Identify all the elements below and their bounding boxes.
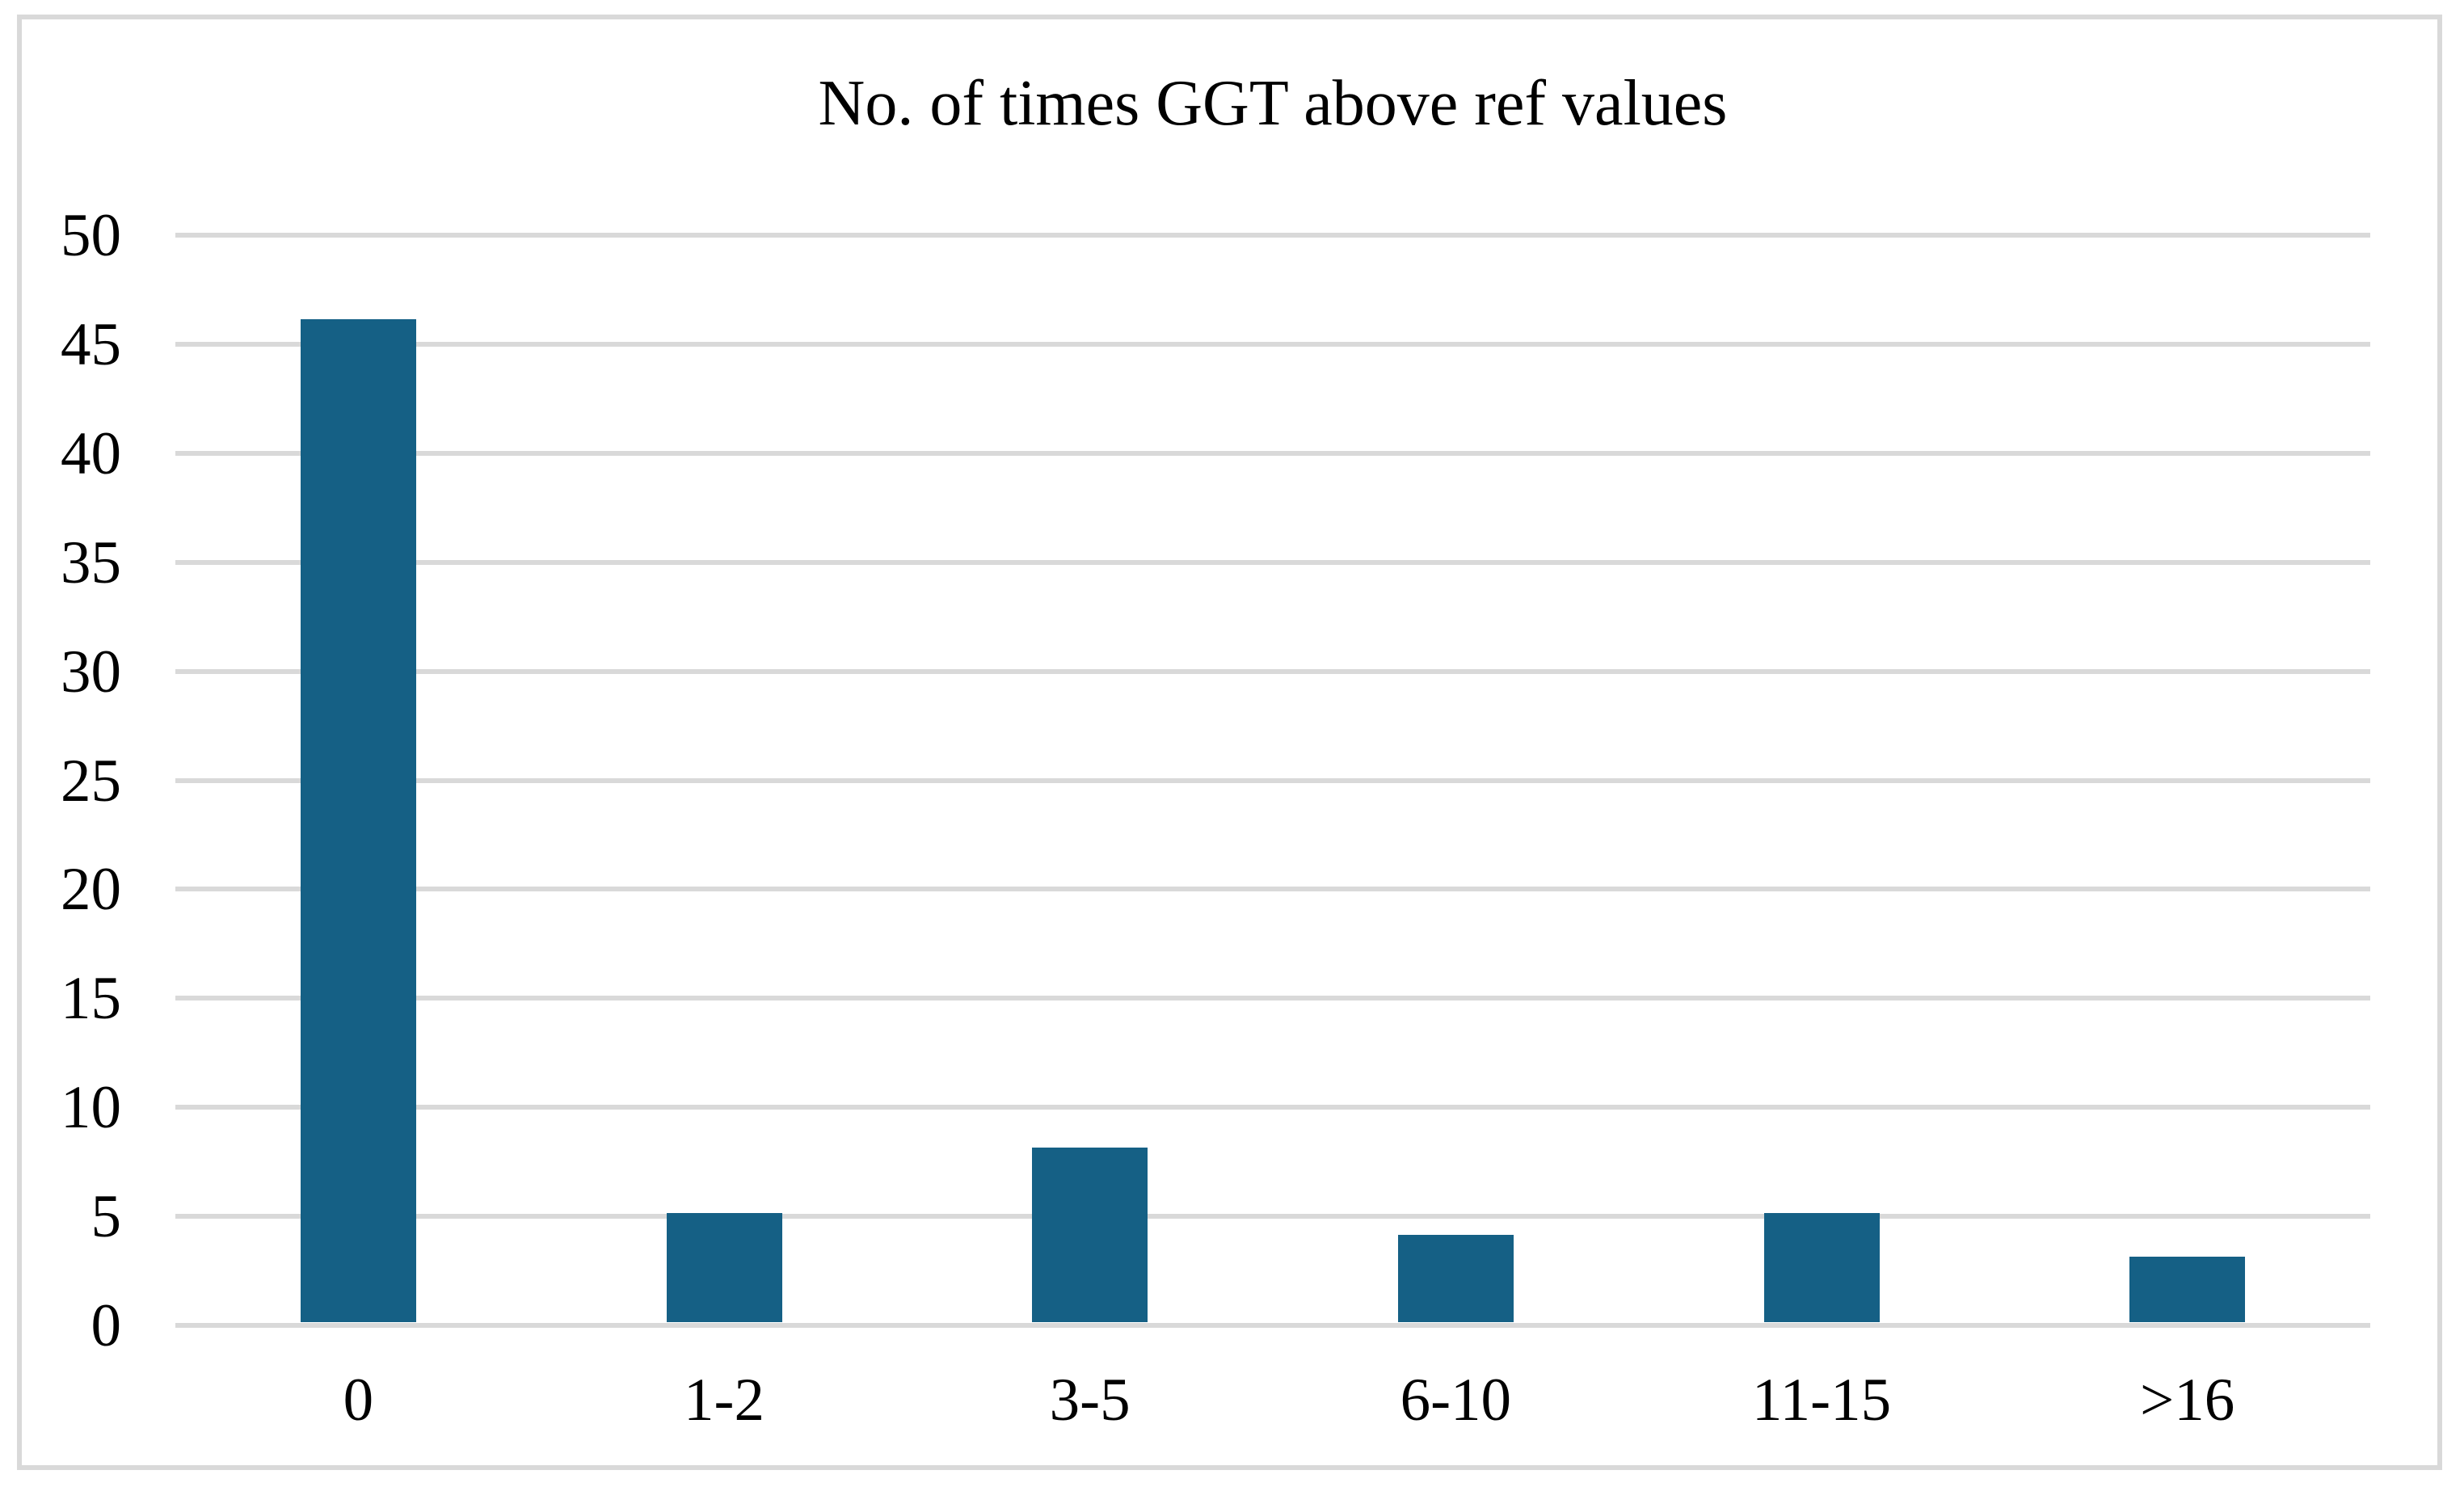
gridline-y-40 (175, 450, 2370, 456)
gridline-y-50 (175, 233, 2370, 238)
gridline-y-45 (175, 341, 2370, 347)
plot-area (175, 233, 2370, 1328)
chart-title: No. of times GGT above ref values (818, 68, 1728, 139)
gridline-y-20 (175, 887, 2370, 892)
y-tick-label-20: 20 (61, 856, 121, 924)
x-tick-label-6-10: 6-10 (1400, 1367, 1512, 1434)
x-tick-label-3-5: 3-5 (1049, 1367, 1131, 1434)
gridline-y-10 (175, 1105, 2370, 1110)
y-tick-label-25: 25 (61, 747, 121, 815)
bar-6-10 (1397, 1235, 1514, 1322)
x-tick-label-0: 0 (343, 1367, 374, 1434)
y-tick-label-40: 40 (61, 419, 121, 487)
y-tick-label-5: 5 (91, 1183, 122, 1251)
x-tick-label-1-2: 1-2 (684, 1367, 764, 1434)
y-tick-label-10: 10 (61, 1074, 121, 1142)
bar-11-15 (1763, 1213, 1880, 1322)
x-tick-label-11-15: 11-15 (1751, 1367, 1892, 1434)
y-tick-label-30: 30 (61, 638, 121, 706)
y-tick-label-15: 15 (61, 965, 121, 1033)
gridline-y-25 (175, 777, 2370, 783)
bar->16 (2129, 1257, 2246, 1322)
y-tick-label-35: 35 (61, 529, 121, 596)
y-tick-label-50: 50 (61, 202, 121, 269)
bar-1-2 (666, 1213, 782, 1322)
gridline-y-0 (175, 1323, 2370, 1328)
bar-0 (300, 318, 416, 1322)
gridline-y-30 (175, 668, 2370, 674)
gridline-y-5 (175, 1214, 2370, 1220)
y-tick-label-0: 0 (91, 1292, 122, 1359)
y-tick-label-45: 45 (61, 310, 121, 378)
x-tick-label->16: >16 (2140, 1367, 2235, 1434)
bar-3-5 (1032, 1148, 1148, 1322)
gridline-y-15 (175, 996, 2370, 1001)
gridline-y-35 (175, 559, 2370, 565)
